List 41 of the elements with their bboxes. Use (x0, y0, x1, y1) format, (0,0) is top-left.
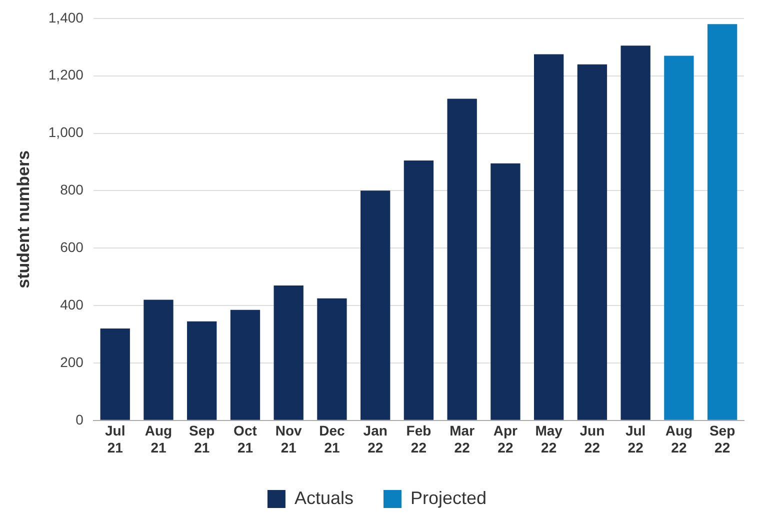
y-tick-label: 1,000 (48, 124, 84, 140)
y-tick-label: 0 (76, 411, 84, 428)
bar (534, 54, 564, 420)
x-tick-label: Oct 21 (234, 422, 258, 456)
y-tick-label: 1,200 (48, 66, 84, 83)
bar (100, 328, 130, 420)
x-tick-label: Mar 22 (450, 422, 476, 456)
x-tick-label: Apr 22 (493, 422, 518, 456)
bar (707, 24, 738, 420)
legend-label: Projected (410, 488, 487, 508)
x-tick-label: Jul 21 (105, 422, 126, 456)
bar (317, 298, 347, 420)
x-tick-label: Jan 22 (363, 422, 388, 456)
x-tick-label: Nov 21 (275, 422, 302, 456)
x-tick-label: Jul 22 (625, 422, 646, 456)
y-tick-label: 200 (60, 354, 84, 370)
bar (490, 163, 520, 420)
x-tick-label: Aug 22 (665, 422, 693, 456)
bar (230, 310, 260, 420)
bar (664, 56, 694, 420)
legend-label: Actuals (294, 488, 354, 508)
y-tick-label: 800 (60, 182, 84, 198)
bar (144, 300, 174, 420)
y-tick-label: 400 (60, 296, 84, 312)
y-tick-label: 600 (60, 238, 84, 255)
x-tick-label: Sep 21 (189, 422, 215, 456)
bar (620, 46, 650, 420)
bar (404, 160, 434, 420)
bar (187, 321, 217, 420)
x-tick-label: Jun 22 (580, 422, 605, 456)
y-tick-label: 1,400 (48, 9, 84, 26)
bar (274, 285, 304, 420)
bar (360, 190, 390, 420)
y-axis-title: student numbers (14, 150, 33, 288)
x-tick-label: Aug 21 (144, 422, 172, 456)
x-tick-label: Dec 21 (319, 422, 346, 456)
x-tick-label: Sep 22 (709, 422, 736, 456)
x-tick-label: May 22 (535, 422, 563, 456)
bar (447, 98, 477, 420)
bar (577, 64, 608, 420)
x-tick-label: Feb 22 (406, 422, 432, 456)
